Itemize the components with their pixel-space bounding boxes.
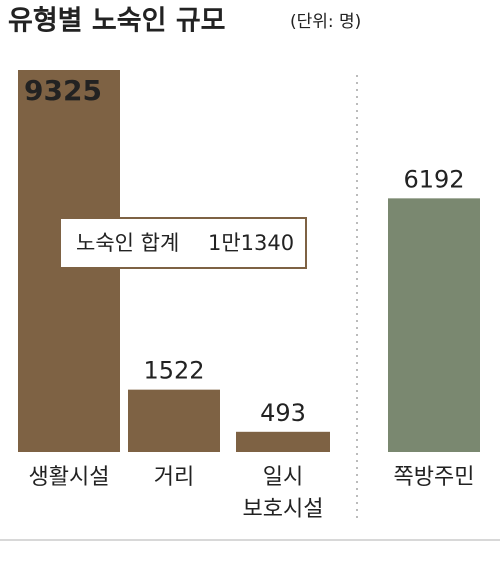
value-label: 9325	[24, 74, 102, 107]
bar	[128, 389, 220, 452]
x-tick-line: 보호시설	[243, 497, 324, 522]
x-tick-label: 쪽방주민	[394, 465, 475, 490]
chart-title: 유형별 노숙인 규모	[8, 6, 226, 37]
x-tick-label: 거리	[154, 465, 194, 490]
bar	[236, 431, 330, 452]
value-label: 493	[260, 399, 306, 427]
x-tick-label: 생활시설	[29, 465, 110, 490]
value-label: 1522	[143, 357, 204, 385]
annotation-box	[59, 217, 307, 269]
chart-subtitle: (단위: 명)	[290, 12, 361, 32]
annotation-text: 노숙인 합계	[76, 231, 179, 255]
x-tick-line: 일시	[263, 465, 303, 490]
bar	[388, 198, 480, 452]
value-label: 6192	[403, 165, 464, 193]
annotation-total: 1만1340	[208, 231, 294, 255]
